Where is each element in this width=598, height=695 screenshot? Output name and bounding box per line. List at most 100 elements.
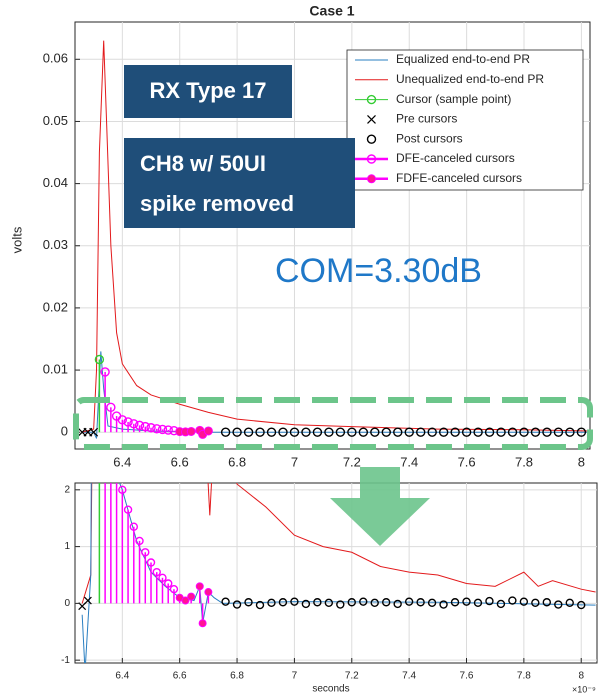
cursor-marker xyxy=(358,427,369,437)
cursor-marker xyxy=(370,598,379,608)
cursor-marker xyxy=(255,600,265,610)
filled-cursor-marker xyxy=(181,596,190,605)
cursor-marker xyxy=(266,427,277,437)
labels: 6.4 6.6 6.8 7 7.2 7.4 7.6 7.8 8 0 0.01 0.02 0.03 0.04… xyxy=(43,51,585,682)
series-line xyxy=(81,483,596,604)
y-tick-label: 0.06 xyxy=(43,51,68,66)
legend-label: DFE-canceled cursors xyxy=(396,151,515,165)
zoom-highlight xyxy=(73,397,593,450)
x-tick-label: 7 xyxy=(291,454,298,469)
cursor-marker xyxy=(554,600,563,609)
cursor-marker xyxy=(347,427,357,437)
legend-label: Unequalized end-to-end PR xyxy=(396,72,544,86)
com-annotation: COM=3.30dB xyxy=(275,252,482,290)
annotation: CH8 w/ 50UI xyxy=(140,151,266,176)
cursor-marker xyxy=(232,427,242,437)
cursor-marker xyxy=(152,567,161,577)
cursor-marker xyxy=(243,427,254,437)
x-tick-label: 6.6 xyxy=(173,671,187,682)
annotation-box xyxy=(124,138,355,228)
cursor-marker xyxy=(278,598,288,607)
x-tick-label: 6.8 xyxy=(230,671,244,682)
cursor-marker xyxy=(169,584,179,594)
cursor-marker xyxy=(94,354,105,365)
cursor-marker xyxy=(278,427,288,437)
cursor-marker xyxy=(290,597,299,606)
pre-cursor-marker xyxy=(83,596,92,605)
annotation: RX Type 17 xyxy=(150,78,267,103)
cursor-marker xyxy=(140,421,150,432)
zoom-arrow xyxy=(330,467,430,546)
x-tick-label: 6.4 xyxy=(115,671,129,682)
cursor-marker xyxy=(157,424,168,435)
cursor-marker xyxy=(221,597,230,606)
x-tick-label: 6.4 xyxy=(113,454,131,469)
cursor-marker xyxy=(531,598,540,608)
x-tick-label: 7 xyxy=(292,671,298,682)
cursor-marker xyxy=(289,427,300,437)
y-tick-label: 0 xyxy=(64,598,70,609)
x-tick-label: 6.6 xyxy=(171,454,189,469)
legend-label: Equalized end-to-end PR xyxy=(396,52,530,66)
cursor-marker xyxy=(129,419,139,429)
filled-cursor-marker xyxy=(187,592,196,601)
cursor-marker xyxy=(313,598,322,607)
cursor-marker xyxy=(485,596,494,606)
cursor-marker xyxy=(335,427,346,437)
cursor-marker xyxy=(565,427,575,437)
x-tick-label: 7.6 xyxy=(458,454,476,469)
cursor-marker xyxy=(404,427,414,437)
x-tick-label: 6.8 xyxy=(228,454,246,469)
filled-cursor-marker xyxy=(195,582,204,591)
x-tick-label: 8 xyxy=(578,671,584,682)
cursor-marker xyxy=(146,558,156,567)
legend-label: Cursor (sample point) xyxy=(396,92,511,106)
y-tick-label: 2 xyxy=(64,484,70,495)
cursor-marker xyxy=(244,598,253,607)
cursor-marker xyxy=(530,427,541,437)
cursor-marker xyxy=(484,427,495,437)
cursor-marker xyxy=(123,505,133,514)
cursor-marker xyxy=(461,427,472,437)
cursor-marker xyxy=(553,427,564,437)
cursor-marker xyxy=(381,598,391,607)
pre-cursor-marker xyxy=(89,427,99,437)
cursor-marker xyxy=(439,600,448,609)
cursor-marker xyxy=(146,423,156,433)
plot-area xyxy=(74,482,598,664)
cursor-marker xyxy=(123,417,133,427)
cursor-marker xyxy=(141,548,150,557)
x-scale-label: ×10⁻⁹ xyxy=(572,684,596,694)
cursor-marker xyxy=(158,573,167,583)
filled-cursor-marker xyxy=(203,426,213,436)
cursor-marker xyxy=(301,427,311,437)
cursor-marker xyxy=(366,154,377,164)
cursor-marker xyxy=(336,600,345,609)
filled-cursor-marker xyxy=(204,588,213,597)
cursor-marker xyxy=(427,598,437,608)
y-tick-label: 0.04 xyxy=(43,175,68,190)
x-tick-label: 7.8 xyxy=(515,454,533,469)
legend: Equalized end-to-end PR Unequalized end-t… xyxy=(346,49,584,191)
legend-label: FDFE-canceled cursors xyxy=(396,171,522,185)
cursor-marker xyxy=(366,134,377,144)
y-axis-label: volts xyxy=(9,226,24,253)
plot-layer xyxy=(75,483,597,663)
cursor-marker xyxy=(100,367,110,377)
cursor-marker xyxy=(366,94,377,105)
cursor-marker xyxy=(519,427,529,437)
cursor-marker xyxy=(427,427,437,437)
cursor-marker xyxy=(267,598,276,608)
chart-title: Case 1 xyxy=(309,3,354,19)
cursor-marker xyxy=(473,427,483,437)
y-tick-label: 1 xyxy=(64,541,70,552)
x-tick-label: 7.2 xyxy=(345,671,359,682)
cursor-marker xyxy=(129,522,138,531)
annotation-box xyxy=(124,65,292,118)
cursor-marker xyxy=(370,427,380,437)
cursor-marker xyxy=(496,599,506,609)
x-tick-label: 7.4 xyxy=(400,454,418,469)
cursor-marker xyxy=(576,427,587,437)
cursor-marker xyxy=(324,427,334,437)
